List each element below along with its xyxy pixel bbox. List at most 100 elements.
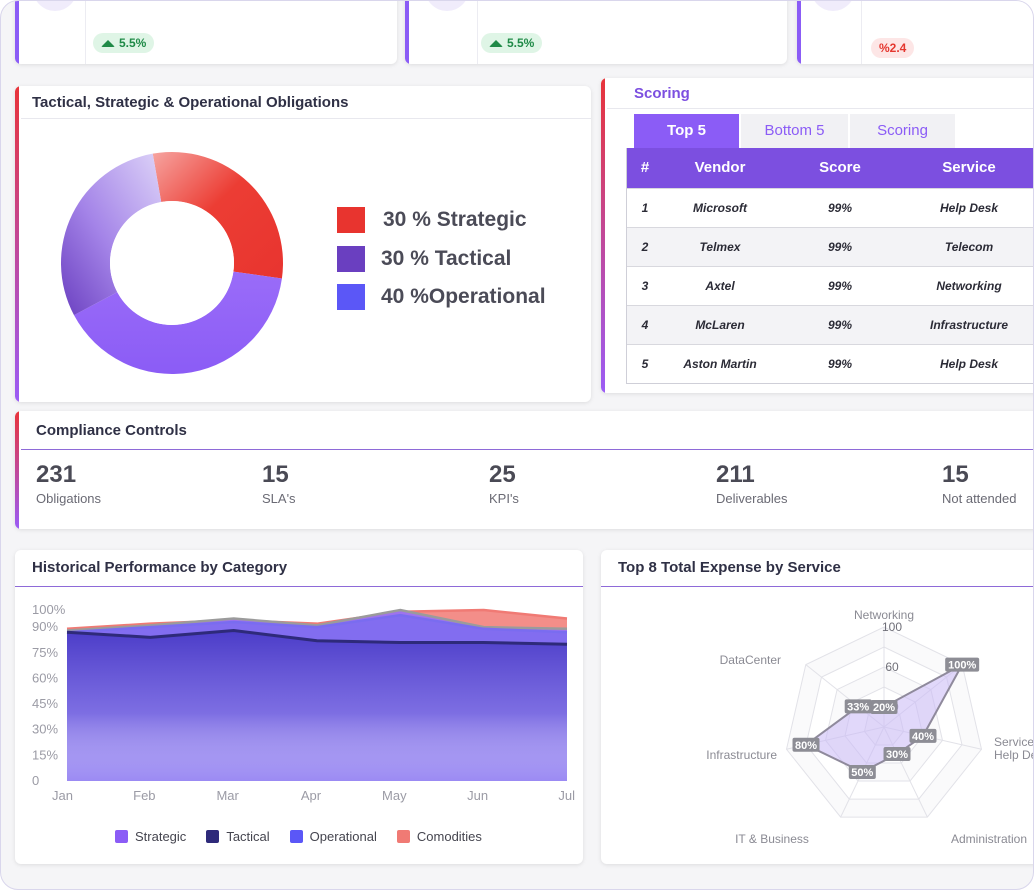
legend-item-strategic[interactable]: Strategic	[115, 829, 186, 844]
compliance-card: Compliance Controls 231 Obligations 15 S…	[15, 411, 1033, 529]
radar-axis-label: Administration	[951, 832, 1027, 846]
legend-item-tactical: 30 % Tactical	[337, 246, 511, 272]
radar-value-label: 20%	[870, 700, 898, 714]
expense-card: Top 8 Total Expense by Service 206010020…	[601, 550, 1034, 864]
vendor-score-table: # Vendor Score Service 1 Microsoft 99% H…	[627, 148, 1033, 383]
x-tick-label: Feb	[133, 788, 155, 803]
y-tick-label: 15%	[32, 747, 58, 762]
kpi-change-badge: 5.5%	[93, 33, 155, 53]
scoring-title: Scoring	[634, 85, 690, 102]
metric-obligations: 231 Obligations	[36, 461, 102, 506]
table-row[interactable]: 5 Aston Martin 99% Help Desk	[627, 343, 1033, 383]
compliance-title: Compliance Controls	[36, 422, 187, 439]
metric-deliverables: 211 Deliverables	[716, 461, 788, 506]
y-tick-label: 60%	[32, 670, 58, 685]
tab-scoring[interactable]: Scoring	[850, 114, 955, 148]
y-tick-label: 0	[32, 773, 39, 788]
x-tick-label: May	[382, 788, 407, 803]
legend-swatch	[337, 284, 365, 310]
radar-value-label: 50%	[848, 765, 876, 780]
table-row[interactable]: 2 Telmex 99% Telecom	[627, 226, 1033, 266]
radar-axis-label: Networking	[854, 608, 914, 622]
historical-card: Historical Performance by Category 0 15% 3…	[15, 550, 583, 864]
line-series-comodities	[66, 608, 568, 631]
legend-item-operational[interactable]: Operational	[289, 829, 377, 844]
legend-swatch	[337, 246, 365, 272]
kpi-card-3: %2.4	[797, 1, 1033, 64]
obligations-title: Tactical, Strategic & Operational Obliga…	[32, 94, 349, 111]
arrow-up-icon	[101, 39, 115, 47]
svg-text:30%: 30%	[886, 749, 908, 761]
radar-tick-label: 100	[882, 620, 902, 634]
radar-value-label: 100%	[945, 657, 980, 672]
arrow-up-icon	[489, 39, 503, 47]
obligations-donut-chart	[60, 152, 283, 374]
kpi-card-1: 5.5%	[15, 1, 397, 64]
kpi-change-badge: 5.5%	[481, 33, 543, 53]
y-tick-label: 100%	[32, 602, 66, 617]
x-tick-label: Jul	[558, 788, 575, 803]
metric-slas: 15 SLA's	[262, 461, 296, 506]
line-series-operational	[66, 613, 568, 634]
radar-axis-label: DataCenter	[720, 653, 781, 667]
legend-item-strategic: 30 % Strategic	[337, 207, 527, 233]
metric-not-attended: 15 Not attended	[942, 461, 1017, 506]
column-header: Score	[777, 148, 903, 188]
donut-slice-operational[interactable]	[73, 271, 282, 374]
table-row[interactable]: 3 Axtel 99% Networking	[627, 265, 1033, 305]
historical-area-chart: 0 15% 30% 45% 60% 75% 90% 100% Jan Feb Mar Apr May Ju…	[32, 602, 575, 803]
legend-label: 40 %Operational	[381, 285, 546, 308]
y-tick-label: 75%	[32, 645, 58, 660]
line-series-tactical	[66, 629, 568, 646]
svg-text:50%: 50%	[851, 767, 873, 779]
radar-tick-label: 60	[885, 660, 899, 674]
radar-value-label: 33%	[844, 699, 872, 714]
svg-text:20%: 20%	[873, 702, 895, 714]
radar-axis-label: Service /Help Desk	[994, 735, 1034, 762]
expense-title: Top 8 Total Expense by Service	[618, 559, 841, 576]
radar-axis-label: IT & Business	[735, 832, 809, 846]
radar-value-label: 40%	[909, 728, 937, 743]
kpi-change-badge: %2.4	[871, 38, 915, 58]
scoring-card: Scoring Top 5 Bottom 5 Scoring # Vendor …	[601, 78, 1033, 393]
svg-text:33%: 33%	[847, 701, 869, 713]
kpi-icon-circle	[811, 1, 855, 11]
table-row[interactable]: 4 McLaren 99% Infrastructure	[627, 304, 1033, 344]
radar-value-label: 80%	[792, 737, 820, 752]
metric-kpis: 25 KPI's	[489, 461, 519, 506]
legend-item-operational: 40 %Operational	[337, 284, 546, 310]
radar-axis-label: Infrastructure	[706, 748, 777, 762]
column-header: Vendor	[663, 148, 777, 188]
legend-swatch	[337, 207, 365, 233]
column-header: #	[627, 148, 663, 188]
legend-item-comodities[interactable]: Comodities	[396, 829, 482, 844]
obligations-card: Tactical, Strategic & Operational Obliga…	[15, 86, 591, 402]
kpi-icon-circle	[33, 1, 77, 11]
historical-legend: Strategic Tactical Operational Comoditie…	[115, 829, 482, 844]
x-tick-label: Jun	[467, 788, 488, 803]
donut-slice-tactical[interactable]	[60, 153, 162, 316]
historical-title: Historical Performance by Category	[32, 559, 288, 576]
svg-text:40%: 40%	[912, 731, 934, 743]
kpi-card-2: 5.5%	[405, 1, 787, 64]
x-tick-label: Mar	[216, 788, 239, 803]
x-tick-label: Apr	[301, 788, 322, 803]
x-tick-label: Jan	[52, 788, 73, 803]
column-header: Service	[903, 148, 1033, 188]
y-tick-label: 90%	[32, 619, 58, 634]
scoring-tabs: Top 5 Bottom 5 Scoring	[634, 114, 964, 148]
tab-bottom-5[interactable]: Bottom 5	[741, 114, 848, 148]
radar-value-label: 30%	[883, 747, 911, 762]
table-row[interactable]: 1 Microsoft 99% Help Desk	[627, 187, 1033, 227]
y-tick-label: 30%	[32, 722, 58, 737]
tab-top-5[interactable]: Top 5	[634, 114, 739, 148]
donut-slice-strategic[interactable]	[152, 152, 283, 279]
area-series-tactical[interactable]	[67, 630, 567, 781]
expense-radar-chart: 206010020%100%40%30%50%80%33%NetworkingT…	[706, 608, 1034, 846]
table-header-row: # Vendor Score Service	[627, 148, 1033, 188]
y-tick-label: 45%	[32, 696, 58, 711]
donut-hole	[110, 201, 234, 325]
kpi-icon-circle	[425, 1, 469, 11]
legend-item-tactical[interactable]: Tactical	[206, 829, 270, 844]
